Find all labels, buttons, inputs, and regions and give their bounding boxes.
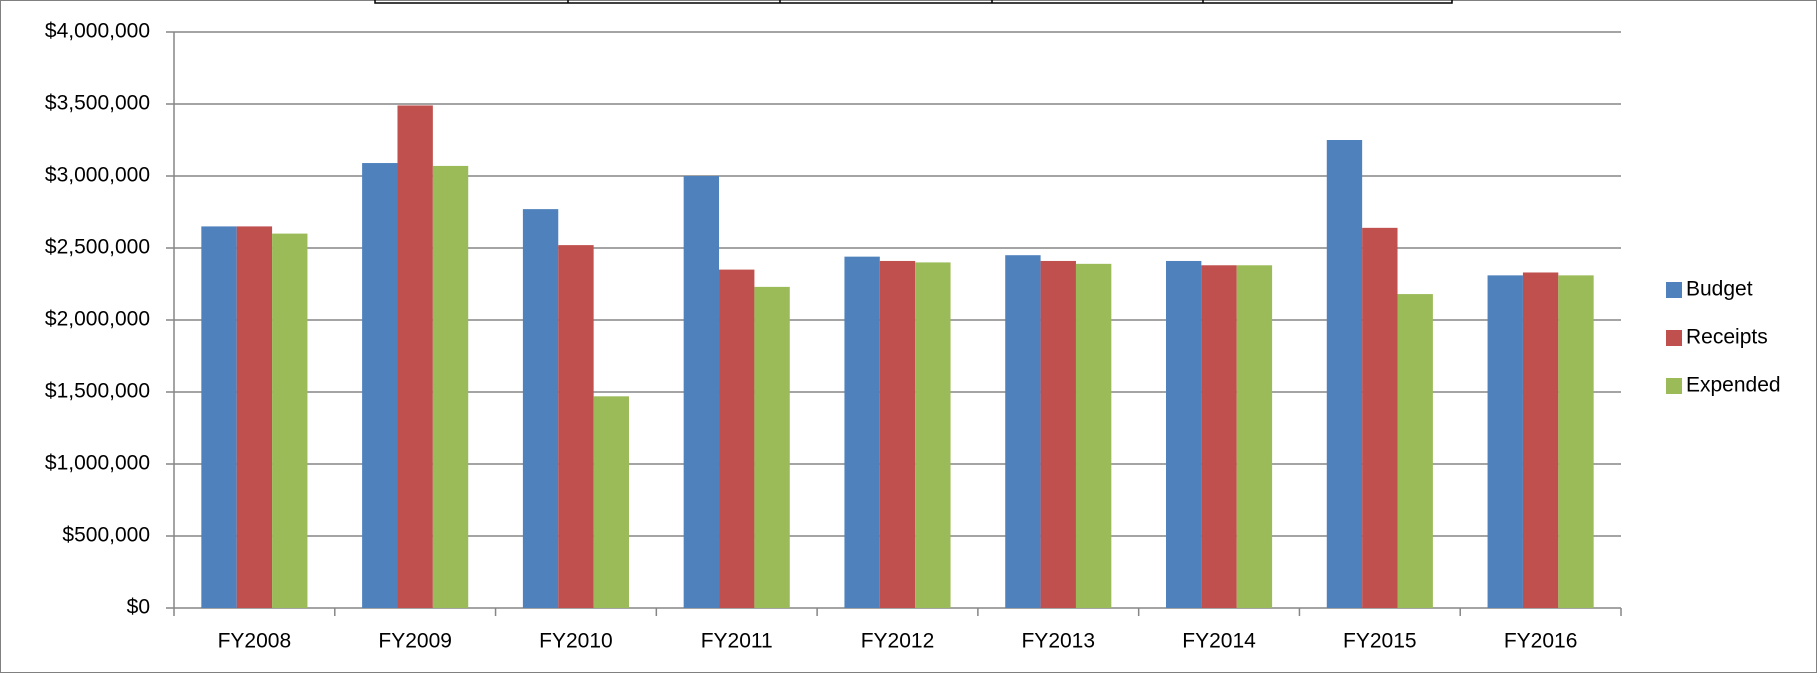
legend-swatch [1666, 378, 1682, 394]
table-edge [374, 0, 1453, 4]
legend-label: Receipts [1686, 326, 1768, 349]
x-tick-label: FY2016 [1504, 630, 1578, 653]
bar [915, 262, 951, 608]
legend-swatch [1666, 330, 1682, 346]
legend-swatch [1666, 282, 1682, 298]
x-tick-label: FY2011 [701, 630, 773, 653]
bar [1326, 140, 1363, 608]
x-tick-label: FY2010 [539, 630, 613, 653]
y-tick-label: $500,000 [62, 524, 150, 547]
y-tick-label: $1,000,000 [45, 452, 150, 475]
y-tick-label: $3,000,000 [45, 164, 150, 187]
bar [1165, 260, 1202, 608]
bar [558, 245, 594, 608]
x-tick-label: FY2008 [218, 630, 292, 653]
bar [1397, 294, 1433, 608]
y-tick-label: $4,000,000 [45, 20, 150, 43]
bar [844, 256, 880, 608]
y-tick-label: $0 [127, 596, 150, 619]
bar [1362, 227, 1398, 608]
y-tick-label: $3,500,000 [45, 92, 150, 115]
bar [432, 165, 469, 609]
y-tick-label: $2,500,000 [45, 236, 150, 259]
x-tick-label: FY2014 [1182, 630, 1256, 653]
bar [1522, 272, 1559, 608]
legend-label: Expended [1686, 374, 1781, 397]
bar [754, 286, 790, 608]
y-tick-label: $2,000,000 [45, 308, 150, 331]
legend-label: Budget [1686, 278, 1753, 301]
bar [879, 260, 916, 608]
bar [1558, 275, 1594, 608]
bar [362, 163, 398, 609]
x-tick-label: FY2009 [378, 630, 452, 653]
y-tick-label: $1,500,000 [45, 380, 150, 403]
bar [719, 269, 755, 608]
bar [1040, 260, 1076, 608]
bar [272, 233, 308, 608]
bar [1075, 263, 1112, 608]
x-tick-label: FY2013 [1021, 630, 1095, 653]
bar [1236, 265, 1273, 608]
bar [522, 209, 559, 608]
bar [201, 226, 237, 608]
bar [1005, 255, 1041, 608]
x-tick-label: FY2012 [861, 630, 935, 653]
bar [1201, 265, 1237, 608]
bar [593, 396, 630, 608]
bar [397, 105, 433, 608]
bar [1487, 275, 1523, 608]
bar [683, 176, 720, 608]
bar [236, 226, 273, 608]
x-tick-label: FY2015 [1343, 630, 1417, 653]
